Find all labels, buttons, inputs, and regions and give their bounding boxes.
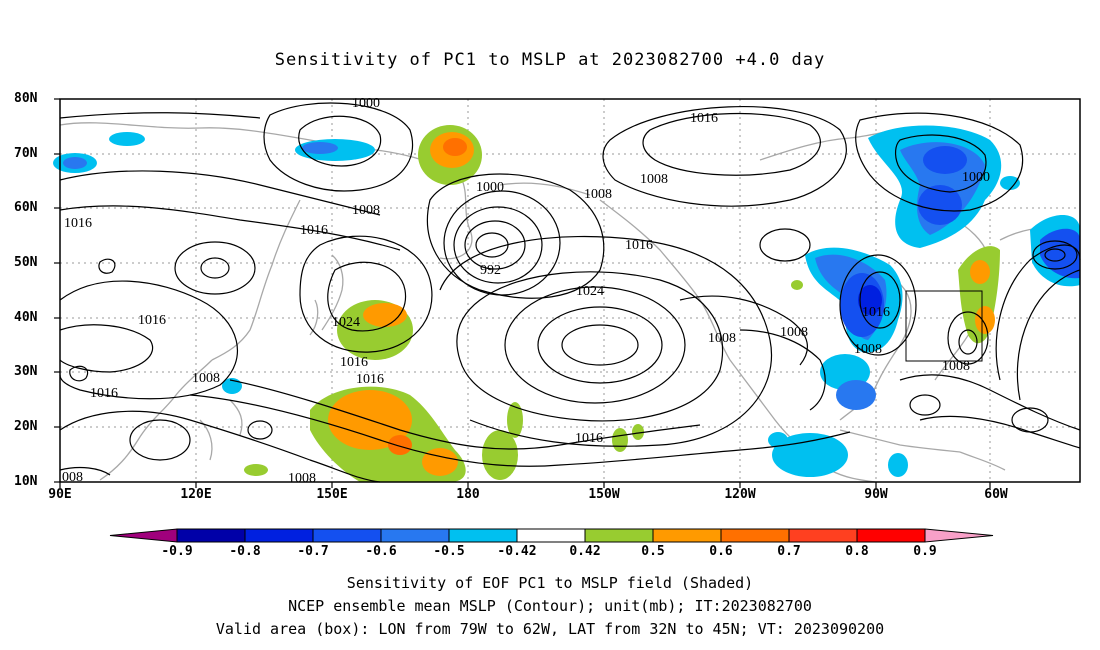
contour-label: 992	[480, 263, 501, 278]
mslp-contours	[59, 102, 1081, 483]
colorbar-tick-label: -0.6	[365, 544, 397, 559]
colorbar-segment	[856, 528, 926, 543]
colorbar-segment	[380, 528, 450, 543]
lon-label: 180	[456, 487, 480, 502]
lat-label: 70N	[14, 146, 38, 161]
lon-label: 90E	[48, 487, 72, 502]
lat-label: 50N	[14, 255, 38, 270]
map-title: Sensitivity of PC1 to MSLP at 2023082700…	[274, 50, 826, 70]
lat-label: 10N	[14, 474, 38, 489]
colorbar-tick-label: 0.42	[569, 544, 601, 559]
colorbar-segment	[176, 528, 246, 543]
contour-label: 1016	[625, 238, 653, 253]
contour-label: 1016	[300, 223, 328, 238]
contour-label: 1016	[575, 431, 603, 446]
colorbar-tick-label: 0.7	[777, 544, 801, 559]
valid-area-box	[905, 290, 983, 362]
contour-label: 1008	[584, 187, 612, 202]
contour-label: 1008	[942, 359, 970, 374]
lon-label: 120W	[724, 487, 756, 502]
contour-label: 1016	[356, 372, 384, 387]
contour-label: 1008	[192, 371, 220, 386]
caption-line-1: Sensitivity of EOF PC1 to MSLP field (Sh…	[346, 574, 754, 592]
lon-label: 60W	[984, 487, 1008, 502]
contour-label: 1008	[780, 325, 808, 340]
colorbar-tick-label: -0.9	[161, 544, 193, 559]
colorbar-tick-label: 0.9	[913, 544, 937, 559]
contour-label: 1016	[340, 355, 368, 370]
axis-ticks	[54, 98, 991, 488]
colorbar-segment	[788, 528, 858, 543]
contour-label: 1024	[576, 284, 604, 299]
contour-label: 1016	[690, 111, 718, 126]
contour-label: 1008	[708, 331, 736, 346]
contour-label: 1016	[64, 216, 92, 231]
lat-label: 60N	[14, 200, 38, 215]
caption-line-3: Valid area (box): LON from 79W to 62W, L…	[215, 620, 885, 638]
colorbar-tick-label: -0.7	[297, 544, 329, 559]
colorbar-segment	[652, 528, 722, 543]
colorbar	[109, 528, 994, 543]
lat-label: 80N	[14, 91, 38, 106]
colorbar-tick-label: 0.8	[845, 544, 869, 559]
contour-label: 1024	[332, 315, 360, 330]
colorbar-segment	[244, 528, 314, 543]
colorbar-segment	[584, 528, 654, 543]
caption-line-2: NCEP ensemble mean MSLP (Contour); unit(…	[288, 597, 812, 615]
colorbar-tick-label: 0.6	[709, 544, 733, 559]
lon-label: 150E	[316, 487, 348, 502]
contour-label: 1008	[854, 342, 882, 357]
contour-label: 1016	[138, 313, 166, 328]
lat-label: 30N	[14, 364, 38, 379]
colorbar-segment	[312, 528, 382, 543]
lon-label: 150W	[588, 487, 620, 502]
contour-label: 1008	[640, 172, 668, 187]
colorbar-tick-label: 0.5	[641, 544, 665, 559]
contour-label: 1016	[90, 386, 118, 401]
colorbar-tick-label: -0.8	[229, 544, 261, 559]
lon-label: 120E	[180, 487, 212, 502]
lat-label: 20N	[14, 419, 38, 434]
contour-label: 1008	[352, 203, 380, 218]
colorbar-right-arrow	[924, 528, 994, 543]
contour-label: 1016	[862, 305, 890, 320]
colorbar-tick-label: -0.5	[433, 544, 465, 559]
colorbar-left-arrow	[109, 528, 178, 543]
sensitivity-shading	[53, 125, 1080, 482]
colorbar-segment	[516, 528, 586, 543]
lon-label: 90W	[864, 487, 888, 502]
colorbar-tick-label: -0.42	[497, 544, 537, 559]
lat-label: 40N	[14, 310, 38, 325]
contour-label: 1000	[962, 170, 990, 185]
colorbar-segment	[720, 528, 790, 543]
colorbar-segment	[448, 528, 518, 543]
contour-label: 1008	[288, 471, 316, 486]
coastlines	[59, 122, 1061, 483]
contour-label-layer: 1000 1016 1008 1000 1008 1016 1008 1000 …	[62, 96, 990, 486]
plot-frame	[59, 98, 1081, 483]
contour-label: 1000	[476, 180, 504, 195]
